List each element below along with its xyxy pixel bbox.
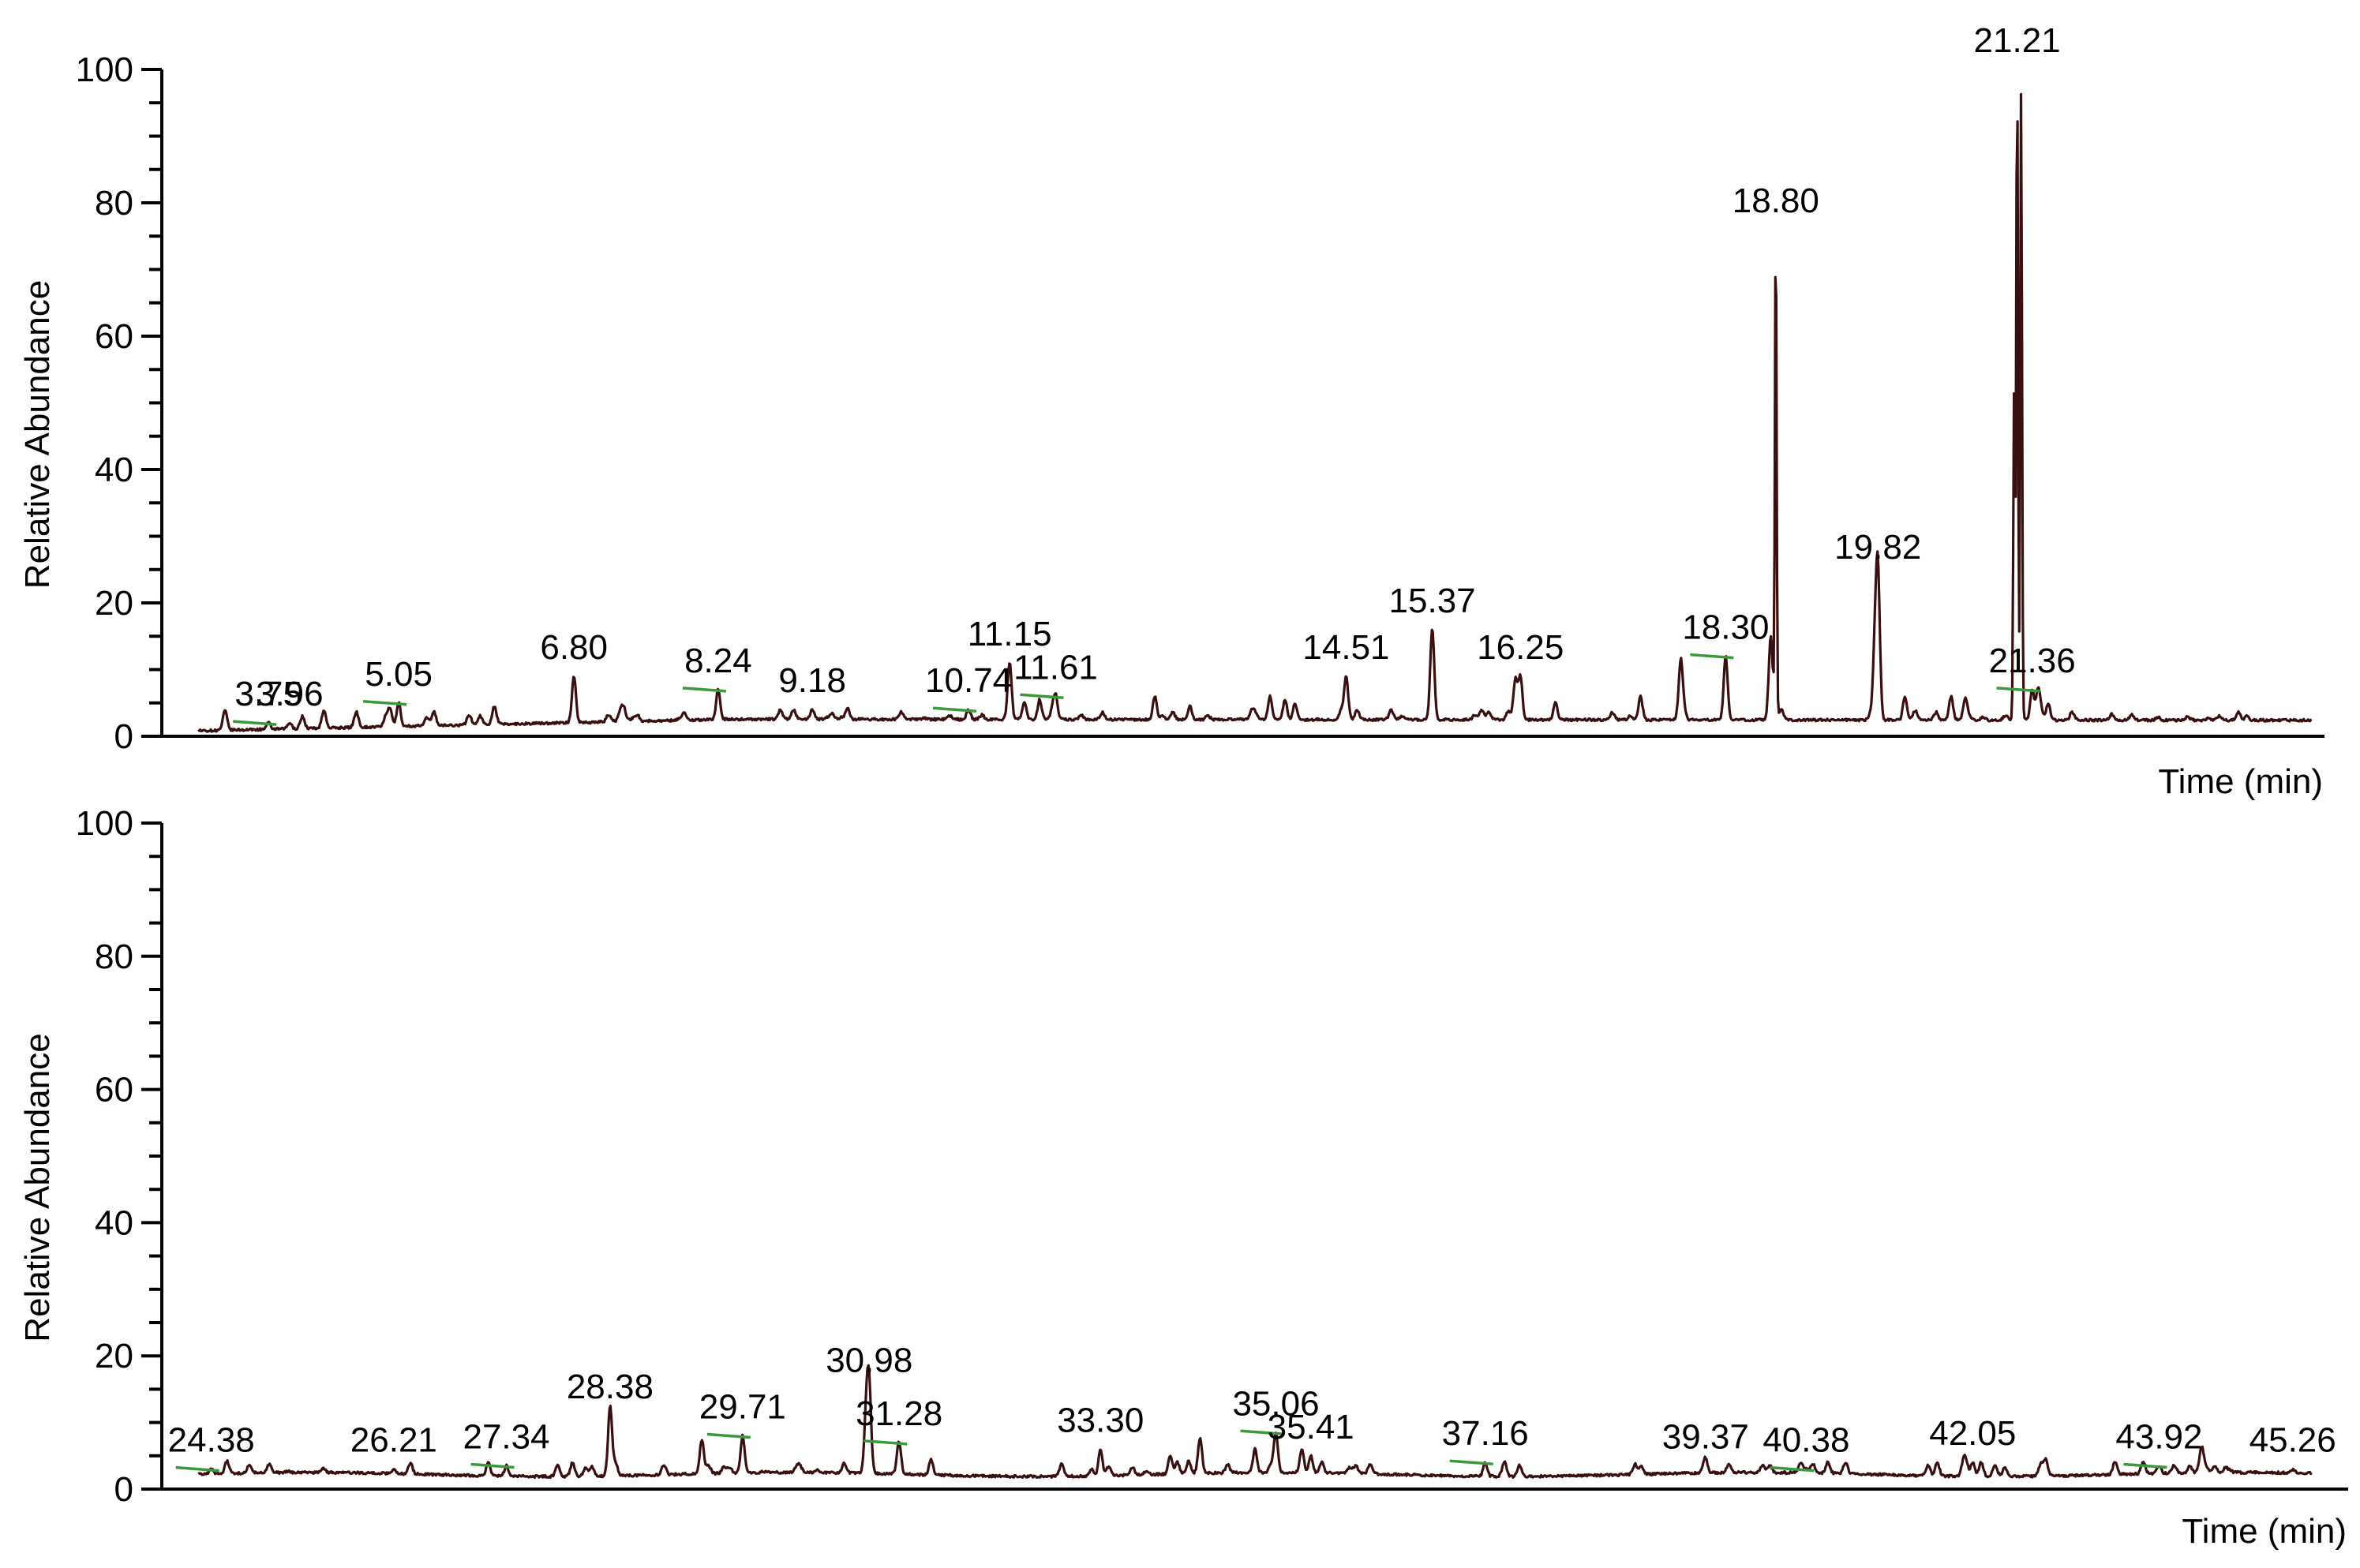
integration-baseline-mark: [1996, 687, 2040, 693]
peak-label: 11.15: [968, 615, 1052, 653]
integration-baseline-mark: [2123, 1462, 2167, 1469]
peak-label: 45.26: [2249, 1421, 2336, 1460]
y-tick-label: 100: [76, 804, 133, 843]
chromatogram-trace: [197, 1364, 2313, 1480]
integration-baseline-mark: [682, 687, 727, 693]
integration-baseline-mark: [1020, 693, 1064, 700]
peak-label: 3.96: [256, 675, 324, 713]
peak-label: 6.80: [540, 628, 608, 667]
y-tick-label: 20: [95, 1337, 133, 1375]
integration-baseline-mark: [233, 720, 277, 726]
integration-baseline-mark: [1449, 1459, 1493, 1465]
integration-baseline-mark: [863, 1439, 908, 1446]
peak-label: 8.24: [684, 642, 752, 680]
peak-label: 21.21: [1974, 21, 2061, 60]
peak-label: 43.92: [2115, 1417, 2202, 1456]
chromatogram-trace: [197, 92, 2313, 733]
peak-label: 21.36: [1989, 642, 2076, 680]
peak-label: 39.37: [1662, 1417, 1749, 1456]
integration-baseline-mark: [1690, 653, 1734, 660]
bottom-chromatogram-panel: 0 20 40 60 80 100 Relative Abundance Time (min)…: [18, 804, 2348, 1551]
peak-label: 31.28: [856, 1394, 942, 1433]
y-tick-label: 0: [114, 1470, 133, 1509]
integration-baseline-mark: [175, 1465, 219, 1473]
peak-label: 29.71: [699, 1387, 786, 1426]
peak-label: 28.38: [567, 1368, 654, 1406]
peak-label: 3.75: [234, 675, 302, 713]
integration-baseline-mark: [706, 1432, 751, 1439]
peak-label: 27.34: [463, 1417, 549, 1456]
peak-label: 42.05: [1929, 1414, 2016, 1453]
top-chromatogram-panel: 0 20 40 60 80 100 Relative Abundance Time (min)…: [18, 21, 2324, 801]
peak-label: 5.05: [365, 655, 433, 694]
peak-label: 26.21: [350, 1421, 437, 1460]
peak-label: 19.82: [1834, 528, 1921, 567]
peak-label: 9.18: [778, 661, 846, 700]
y-tick-label: 60: [95, 317, 133, 356]
peak-label: 18.30: [1682, 608, 1769, 647]
y-axis-title: Relative Abundance: [18, 280, 57, 589]
y-tick-label: 40: [95, 451, 133, 489]
integration-baseline-mark: [932, 706, 977, 713]
peak-label: 16.25: [1477, 628, 1564, 667]
x-axis-title: Time (min): [2158, 762, 2323, 801]
y-tick-label: 20: [95, 584, 133, 623]
integration-baseline-mark: [470, 1462, 515, 1469]
peak-label: 35.06: [1232, 1384, 1319, 1423]
integration-baseline-mark: [1240, 1429, 1284, 1436]
y-tick-label: 80: [95, 184, 133, 223]
y-tick-label: 0: [114, 717, 133, 756]
integration-baseline-mark: [1770, 1465, 1815, 1473]
y-tick-label: 60: [95, 1071, 133, 1110]
y-tick-label: 100: [76, 51, 133, 89]
peak-label: 18.80: [1733, 181, 1819, 220]
y-axis-title: Relative Abundance: [18, 1033, 57, 1342]
peak-label: 10.74: [925, 661, 1012, 700]
peak-label: 15.37: [1389, 582, 1476, 620]
peak-label: 30.98: [826, 1341, 912, 1379]
y-tick-label: 40: [95, 1203, 133, 1242]
peak-label: 11.61: [1013, 648, 1098, 687]
peak-label: 35.41: [1268, 1408, 1354, 1446]
integration-baseline-mark: [362, 700, 407, 706]
peak-label: 37.16: [1442, 1414, 1529, 1453]
y-tick-label: 80: [95, 937, 133, 976]
peak-label: 24.38: [168, 1421, 255, 1460]
peak-label: 33.30: [1057, 1401, 1144, 1439]
x-axis-title: Time (min): [2182, 1512, 2347, 1551]
peak-label: 40.38: [1763, 1421, 1849, 1460]
peak-label: 14.51: [1302, 628, 1389, 667]
